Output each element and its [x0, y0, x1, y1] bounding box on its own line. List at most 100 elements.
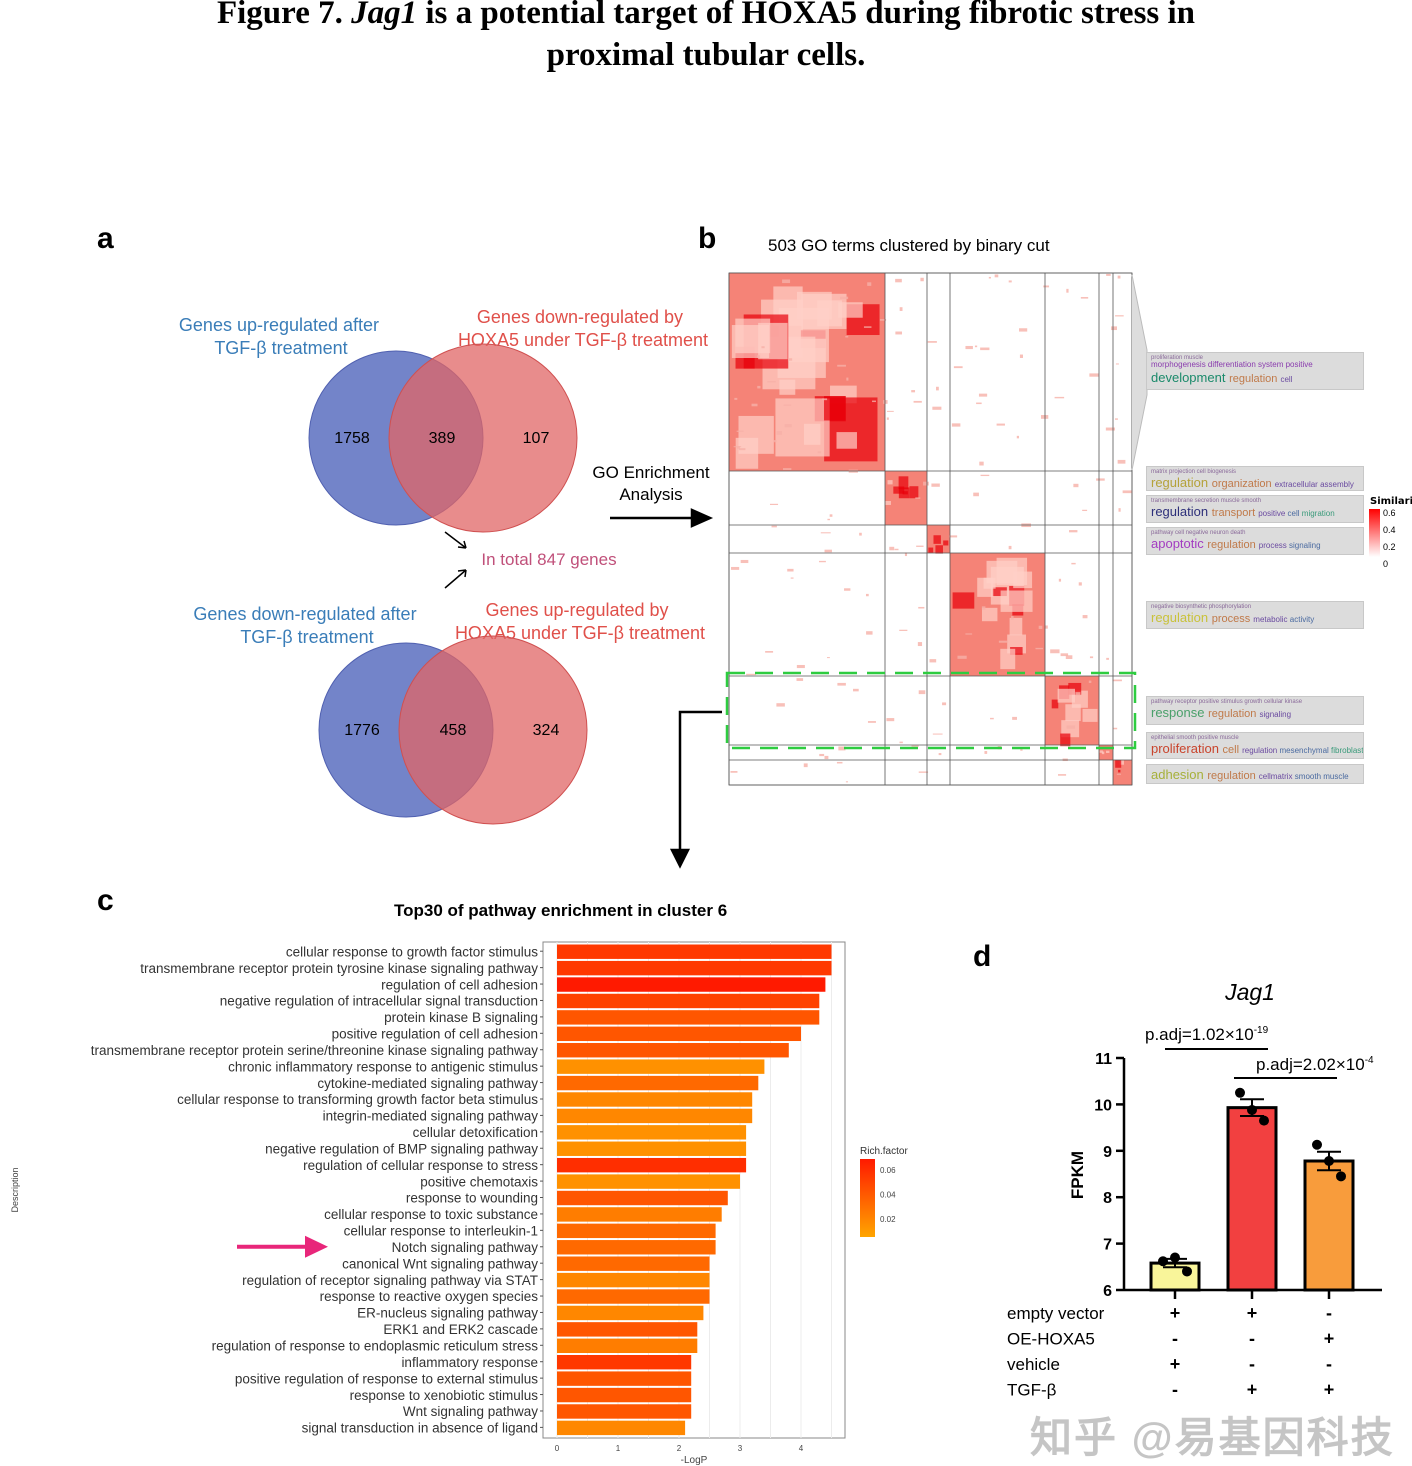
wordcloud-word: cellmatrix: [1258, 772, 1295, 781]
heatmap-cell: [1071, 562, 1076, 565]
heatmap-cell: [887, 480, 893, 485]
total-genes-label: In total 847 genes: [481, 550, 616, 569]
bar: [557, 1387, 692, 1403]
rich-factor-colorbar: [860, 1159, 875, 1237]
heatmap-cell: [936, 386, 939, 391]
heatmap-cell: [775, 398, 830, 457]
heatmap-cell: [1065, 655, 1073, 660]
heatmap-cell: [1075, 692, 1081, 696]
heatmap-cell: [1010, 647, 1023, 655]
condition-mark: +: [1247, 1303, 1258, 1323]
title-rest: is a potential target of HOXA5 during fi…: [425, 0, 1196, 31]
heatmap-cell: [1066, 725, 1076, 729]
heatmap-cell: [909, 486, 919, 499]
heatmap-cell: [784, 424, 792, 428]
heatmap-cell: [735, 437, 759, 469]
heatmap-cell: [978, 393, 988, 397]
heatmap-cell: [776, 431, 783, 435]
heatmap-cell: [853, 688, 859, 692]
category-label: cytokine-mediated signaling pathway: [317, 1076, 538, 1091]
category-label: positive regulation of response to exter…: [235, 1371, 538, 1386]
heatmap-cell: [1060, 653, 1069, 657]
jag1-bar-chart: Jag1 6 7 8 9 10 11 FPKM p.adj=1.02×10-19 p.adj=2.…: [1007, 979, 1382, 1400]
title-prefix: Figure 7.: [216, 0, 343, 31]
bar: [557, 1157, 747, 1173]
heatmap-cell: [932, 406, 942, 410]
wordcloud-small-words: pathway receptor positive stimulus growt…: [1151, 699, 1303, 705]
heatmap-cell: [1106, 657, 1109, 660]
heatmap-cell: [981, 607, 998, 622]
bar: [557, 1010, 820, 1025]
heatmap-cell: [867, 282, 872, 286]
similarity-ticks: 0.6 0.4 0.2 0: [1383, 505, 1396, 573]
data-point: [1312, 1139, 1322, 1150]
condition-mark: -: [1249, 1354, 1255, 1374]
heatmap-cell: [1117, 459, 1126, 464]
heatmap-cell: [918, 690, 926, 695]
heatmap-cell: [894, 548, 899, 551]
wordcloud-small-words: negative biosynthetic phosphorylation: [1151, 604, 1252, 610]
heatmap-cell: [1009, 617, 1023, 636]
condition-mark: -: [1326, 1303, 1332, 1323]
heatmap-cell: [911, 390, 916, 393]
heatmap-cell: [1016, 435, 1020, 439]
venn-top-right-label: Genes down-regulated by: [477, 307, 683, 327]
heatmap-cell: [845, 335, 849, 338]
bar: [557, 977, 826, 992]
condition-mark: -: [1172, 1329, 1178, 1349]
category-label: regulation of response to endoplasmic re…: [212, 1339, 539, 1354]
wordcloud-word: cell: [1280, 374, 1293, 384]
heatmap-cell: [803, 423, 821, 445]
heatmap-cell: [957, 655, 967, 659]
bar: [557, 1305, 704, 1321]
heatmap-cell: [827, 657, 830, 659]
heatmap-cell: [738, 448, 746, 451]
y-tick-label: 7: [1103, 1237, 1112, 1254]
heatmap-cell: [1101, 751, 1105, 755]
bar: [557, 1404, 692, 1419]
condition-mark: +: [1170, 1354, 1181, 1374]
merge-arrows: [444, 531, 467, 589]
heatmap-cell: [887, 410, 894, 412]
heatmap-cell: [1066, 288, 1069, 293]
heatmap-cell: [758, 322, 788, 360]
venn-panel: Genes up-regulated after TGF-β treatment…: [179, 307, 722, 869]
bar: [557, 1256, 710, 1271]
category-label: response to xenobiotic stimulus: [350, 1388, 539, 1403]
wordcloud-box: pathway receptor positive stimulus growt…: [1146, 696, 1364, 725]
wordcloud-word: organization: [1211, 478, 1275, 491]
wordcloud-word: transport: [1211, 507, 1259, 520]
heatmap-cell: [1060, 733, 1071, 747]
heatmap-cell: [731, 566, 740, 570]
category-label: regulation of receptor signaling pathway…: [242, 1273, 538, 1288]
heatmap-cell: [1057, 688, 1076, 703]
bar: [557, 1043, 789, 1058]
category-label: positive regulation of cell adhesion: [332, 1027, 538, 1042]
p-value-base: p.adj=2.02×10: [1256, 1055, 1365, 1074]
heatmap-cell: [899, 307, 903, 311]
category-label: integrin-mediated signaling pathway: [323, 1109, 539, 1124]
heatmap-cell: [1069, 530, 1078, 533]
wordcloud-word: regulation: [1151, 504, 1212, 520]
heatmap-cell: [1089, 373, 1099, 377]
heatmap-cell: [996, 423, 1005, 426]
heatmap-cell: [994, 274, 999, 278]
data-point: [1324, 1156, 1334, 1167]
go-enrichment-label-2: Analysis: [619, 485, 682, 504]
heatmap-cell: [1058, 578, 1062, 582]
heatmap-cell: [898, 476, 909, 490]
category-label: ER-nucleus signaling pathway: [357, 1306, 538, 1321]
wordcloud-word: positive: [1285, 360, 1313, 370]
wordcloud-box: transmembrane secretion muscle smooth reg…: [1146, 495, 1364, 523]
heatmap-cell: [827, 518, 830, 521]
heatmap-cell: [1082, 708, 1098, 722]
venn-top-right-label-2: HOXA5 under TGF-β treatment: [458, 330, 708, 350]
heatmap-cell: [859, 532, 862, 536]
x-tick-label: 3: [738, 1444, 743, 1453]
heatmap-cell: [756, 355, 760, 358]
heatmap-cell: [730, 771, 738, 773]
panel-label-d: d: [973, 940, 992, 973]
heatmap-cell: [913, 400, 922, 403]
heatmap-cell: [933, 535, 941, 544]
similarity-tick: 0.4: [1383, 525, 1396, 535]
